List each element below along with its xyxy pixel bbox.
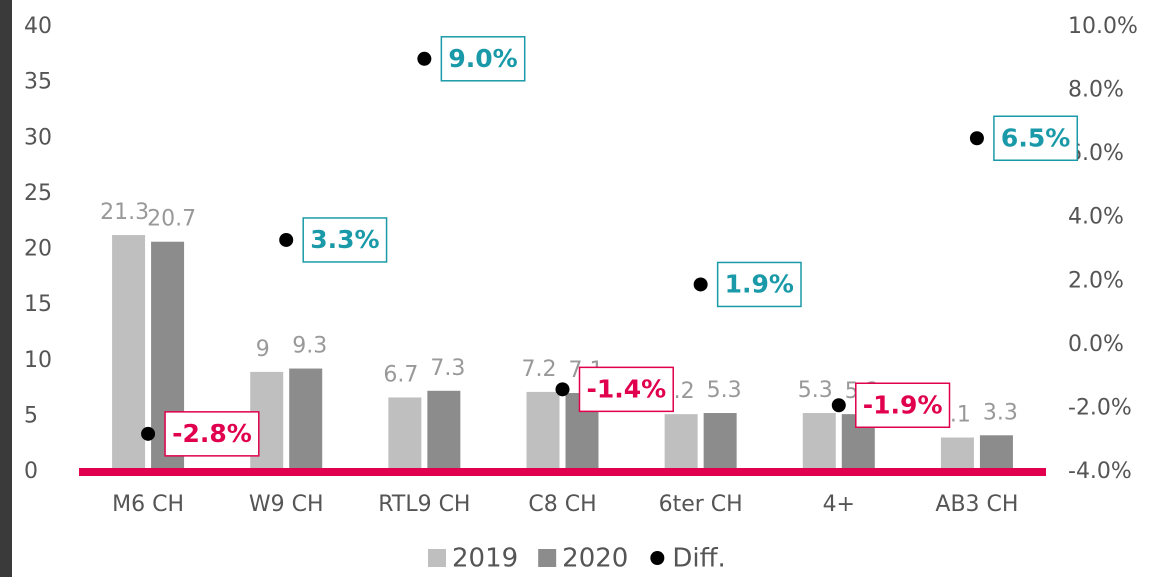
diff-label-text: 3.3% [310,225,379,254]
diff-label-text: -1.4% [587,374,667,403]
legend-label: Diff. [672,544,725,574]
y-tick-label: 15 [24,292,52,317]
diff-dot [831,398,846,413]
y-tick-label: 5 [24,403,38,428]
diff-label-box [578,366,674,413]
edge-strip [0,0,12,577]
y-tick-label: 35 [24,70,52,95]
y-tick-label: 0 [24,459,38,484]
y-tick-label: 10 [24,348,52,373]
baseline [79,468,1046,476]
bar [802,413,836,472]
diff-label-text: 6.5% [1001,123,1070,152]
bar-value-label: 5.3 [707,378,742,403]
diff-label-box [716,261,802,308]
y2-tick-label: -2.0% [1068,395,1132,420]
bar [289,368,323,472]
y-tick-label: 25 [24,181,52,206]
bar [979,435,1013,472]
diff-label-box [302,217,388,263]
y-tick-label: 40 [24,14,52,39]
bar-value-label: 20.7 [147,207,196,232]
bar-value-label: 7.2 [522,357,557,382]
diff-label-text: -2.8% [172,419,252,448]
diff-label: -1.4% [578,366,674,413]
y2-tick-label: 8.0% [1068,78,1124,103]
x-tick-label: AB3 CH [935,492,1018,517]
y2-tick-label: 4.0% [1068,205,1124,230]
x-tick-label: RTL9 CH [378,492,470,517]
bar-value-label: 7.3 [430,356,465,381]
x-tick-label: W9 CH [249,492,324,517]
bar-value-label: 9.3 [292,334,327,359]
bar-value-label: 6.7 [383,362,418,387]
y-tick-label: 30 [24,125,52,150]
bar-value-label: 21.3 [100,200,149,225]
bar-value-label: 9 [256,337,270,362]
diff-label: -1.9% [855,382,951,428]
y2-tick-label: 0.0% [1068,332,1124,357]
diff-label-text: -1.9% [863,390,943,419]
diff-label: 3.3% [302,217,388,263]
bar [664,414,698,472]
bar-value-label: 3.3 [983,400,1018,425]
diff-label-box [855,382,951,428]
diff-label-box [440,36,526,82]
diff-label-text: 9.0% [448,44,517,73]
y-tick-label: 20 [24,237,52,262]
diff-dot [693,277,708,292]
bar [427,390,461,472]
y2-tick-label: -4.0% [1068,459,1132,484]
bar-value-label: 5.3 [798,378,833,403]
bar [112,235,146,472]
legend-swatch [428,549,446,567]
diff-label-box [164,411,260,457]
diff-label: 6.5% [993,115,1079,161]
diff-dot [555,382,570,397]
diff-label: 9.0% [440,36,526,82]
bar [526,391,560,472]
diff-label: -2.8% [164,411,260,457]
x-tick-label: 6ter CH [659,492,743,517]
legend-swatch [650,551,665,565]
diff-dot [417,51,432,66]
y2-tick-label: 10.0% [1068,14,1138,39]
y2-tick-label: 2.0% [1068,268,1124,293]
diff-dot [141,426,156,441]
legend-swatch [538,549,557,567]
bar [703,413,737,472]
diff-label-text: 1.9% [725,269,794,298]
x-tick-label: 4+ [823,492,855,517]
x-tick-label: M6 CH [112,492,184,517]
diff-label: 1.9% [716,261,802,308]
bar [388,397,422,472]
bar [940,437,974,472]
diff-dot [969,131,984,146]
diff-label-box [993,115,1079,161]
legend-label: 2020 [562,544,628,574]
x-tick-label: C8 CH [528,492,596,517]
legend-label: 2019 [452,544,518,574]
diff-dot [279,232,294,247]
